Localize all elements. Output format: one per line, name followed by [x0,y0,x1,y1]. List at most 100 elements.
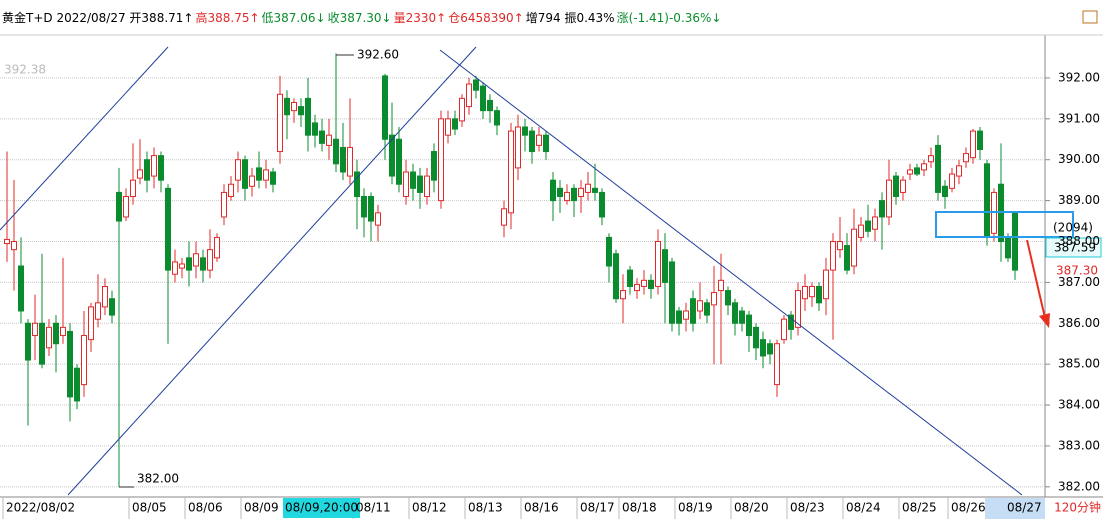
quote-field: 低387.06↓ [261,11,326,25]
y-tick-label: 382.00 [1058,479,1100,493]
period-label[interactable]: 120分钟 [1054,500,1101,515]
candle-body [1012,212,1018,271]
candle-body [641,279,647,287]
candle-body [963,153,969,163]
candle-body [256,167,262,181]
x-tick-label: 08/27 [1007,501,1042,515]
candle-body [431,151,437,181]
candle-body [438,118,444,202]
candle-body [39,322,45,365]
high-annotation: 392.60 [357,48,399,62]
candle-body [662,249,668,283]
candle-body [893,175,899,198]
candle-body [557,187,563,198]
candle-body [746,314,752,337]
range-annotation: 392.38 [4,63,46,77]
candle-body [410,171,416,189]
quote-field: 高388.75↑ [195,11,260,25]
selection-box[interactable] [935,211,1074,238]
quote-field: 收387.30↓ [327,11,392,25]
candle-body [179,263,185,269]
candle-body [795,290,801,328]
arrow [1026,239,1046,319]
candle-body [683,310,689,320]
quote-header: 黄金T+D 2022/08/27 开388.71↑ 高388.75↑ 低387.06… [2,9,723,26]
candle-body [291,101,297,112]
candle-body [928,155,934,163]
crosshair-y-box [1045,237,1102,258]
crosshair-x-label: 08/09,20:00 [285,501,358,515]
arrow-head [1039,313,1050,328]
candle-body [403,171,409,198]
candle-body [515,126,521,169]
settings-icon[interactable] [1082,10,1098,24]
candle-body [263,169,269,181]
candle-body [585,183,591,193]
candle-body [368,196,374,222]
quote-field: 量2330↑ [393,11,447,25]
candle-body [823,269,829,300]
candle-body [620,290,626,300]
candle-body [851,228,857,267]
trend-line [67,46,477,496]
candle-body [1005,236,1011,259]
candle-body [732,302,738,324]
candle-body [935,144,941,193]
x-tick-label: 08/25 [902,501,937,515]
quote-field: 涨(-1.41)-0.36%↓ [616,11,722,25]
candle-body [284,97,290,116]
x-tick-label: 08/06 [188,501,223,515]
quote-field: 增794 振0.43% [525,11,615,25]
candle-body [564,191,570,202]
candle-body [872,216,878,230]
candle-body [725,290,731,306]
candle-body [809,285,815,298]
candle-body [228,183,234,198]
candle-body [326,134,332,146]
candle-body [697,300,703,312]
candle-body [347,146,353,177]
trend-line [0,46,169,231]
candle-body [165,187,171,271]
candle-body [816,285,822,304]
candle-body [60,326,66,337]
candle-body [25,322,31,361]
x-tick-label: 08/05 [132,501,167,515]
candle-body [634,283,640,292]
candle-body [949,173,955,189]
candle-body [711,292,717,306]
x-tick-label: 08/23 [790,501,825,515]
crosshair-x-box [283,498,360,518]
x-tick-label: 08/11 [356,501,391,515]
candle-body [655,240,661,287]
candle-body [221,191,227,218]
candle-body [4,238,10,245]
candle-body [844,245,850,271]
candle-body [305,97,311,136]
candle-body [676,310,682,324]
candle-body [466,83,472,108]
candle-body [249,175,255,187]
candle-body [858,224,864,238]
candle-body [396,138,402,185]
candle-body [592,187,598,193]
x-tick-label: 08/19 [678,501,713,515]
y-tick-label: 383.00 [1058,438,1100,452]
candle-body [606,236,612,267]
trend-line [439,49,1023,496]
candle-body [536,134,542,146]
y-tick-label: 389.00 [1058,193,1100,207]
x-tick-label: 08/18 [622,501,657,515]
grid [0,77,1050,519]
candle-body [116,191,122,222]
last-price-label: 387.30 [1056,264,1098,278]
candle-body [319,130,325,144]
candle-body [375,212,381,226]
candle-body [494,110,500,126]
candle-body [214,236,220,259]
candle-body [613,253,619,300]
candle-body [102,285,108,308]
candle-body [739,310,745,324]
candle-body [312,122,318,136]
